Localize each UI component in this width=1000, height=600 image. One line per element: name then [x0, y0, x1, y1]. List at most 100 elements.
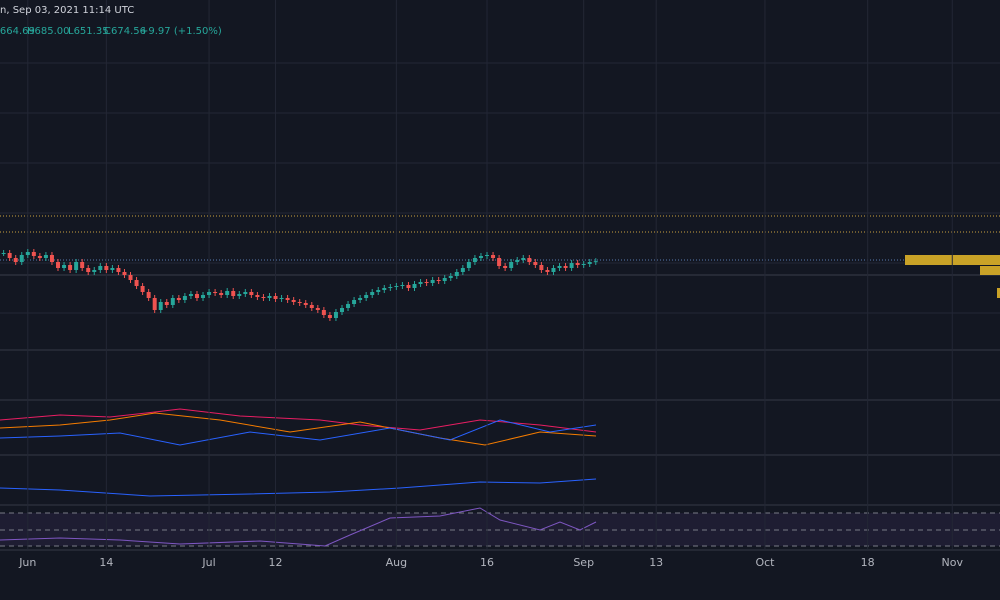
candle-body	[43, 255, 48, 258]
volume-profile	[997, 288, 1000, 298]
candle-body	[376, 290, 381, 292]
candle-body	[225, 291, 230, 295]
candle-body	[406, 285, 411, 288]
candle-body	[255, 295, 260, 297]
candle-body	[273, 296, 278, 299]
ohlc-low: L651.35	[68, 26, 109, 37]
candle-body	[146, 292, 151, 298]
candle-body	[491, 255, 496, 258]
x-tick-label: Nov	[942, 556, 964, 569]
candle-body	[515, 260, 520, 262]
candle-body	[279, 298, 284, 299]
rsi-line	[0, 507, 597, 547]
candle-body	[80, 262, 85, 268]
candle-body	[569, 263, 574, 268]
candle-body	[110, 268, 115, 270]
candle-body	[400, 285, 405, 286]
candle-body	[593, 261, 598, 263]
candle-body	[207, 292, 212, 295]
candle-body	[128, 275, 133, 280]
x-tick-label: Jun	[18, 556, 36, 569]
symbol-time: n, Sep 03, 2021 11:14 UTC	[0, 5, 135, 16]
candle-body	[13, 258, 18, 262]
volume-profile	[980, 266, 1000, 275]
candle-body	[352, 300, 357, 304]
candle-body	[243, 292, 248, 294]
candle-body	[509, 262, 514, 268]
candle-body	[37, 256, 42, 258]
ohlc-open: O664.69	[0, 26, 35, 37]
candle-body	[497, 258, 502, 266]
candle-body	[388, 287, 393, 288]
candle-body	[98, 266, 103, 270]
candle-body	[364, 295, 369, 298]
candle-body	[472, 258, 477, 262]
candle-body	[74, 262, 79, 270]
candle-body	[436, 280, 441, 281]
candle-body	[213, 292, 218, 293]
candle-body	[188, 294, 193, 296]
x-tick-label: 18	[861, 556, 875, 569]
candle-body	[527, 258, 532, 262]
indicator-line	[0, 412, 597, 446]
ohlc-close: C674.56	[104, 26, 146, 37]
candle-body	[122, 272, 127, 275]
candle-body	[297, 302, 302, 303]
candle-body	[539, 265, 544, 270]
candle-body	[7, 253, 12, 258]
candle-body	[219, 293, 224, 295]
candle-body	[545, 270, 550, 272]
candle-body	[521, 258, 526, 260]
candle-body	[412, 284, 417, 288]
candle-body	[327, 315, 332, 318]
candle-body	[418, 282, 423, 284]
candle-body	[485, 255, 490, 256]
candle-body	[575, 263, 580, 265]
candle-body	[503, 266, 508, 268]
x-tick-label: Sep	[573, 556, 594, 569]
candle-body	[201, 295, 206, 298]
x-tick-label: Jul	[201, 556, 215, 569]
indicator-line	[0, 419, 597, 446]
candle-body	[164, 302, 169, 305]
x-tick-label: Oct	[755, 556, 775, 569]
candle-body	[116, 268, 121, 272]
indicator-line	[0, 478, 597, 497]
layout	[0, 62, 1000, 551]
candle-body	[303, 303, 308, 305]
candle-body	[563, 266, 568, 268]
candle-body	[442, 278, 447, 281]
candle-body	[158, 302, 163, 310]
candle-body	[339, 308, 344, 312]
candle-body	[152, 298, 157, 310]
candle-body	[176, 298, 181, 300]
candle-body	[460, 268, 465, 272]
candle-body	[1, 253, 6, 254]
x-tick-label: 14	[99, 556, 113, 569]
candle-body	[249, 292, 254, 295]
candle-body	[394, 286, 399, 287]
candle-body	[31, 252, 36, 256]
candle-body	[134, 280, 139, 286]
candle-body	[104, 266, 109, 270]
candle-body	[424, 282, 429, 283]
candle-body	[315, 308, 320, 310]
candle-body	[346, 304, 351, 308]
candle-body	[557, 266, 562, 268]
candle-body	[430, 280, 435, 283]
candle-body	[170, 298, 175, 305]
x-tick-label: 12	[269, 556, 283, 569]
candle-body	[56, 262, 61, 268]
candle-body	[231, 291, 236, 296]
indicator-line	[0, 408, 597, 433]
candle-body	[68, 265, 73, 270]
candle-body	[25, 252, 30, 255]
candle-body	[321, 310, 326, 315]
candle-body	[309, 305, 314, 308]
candle-body	[382, 288, 387, 290]
candle-body	[140, 286, 145, 292]
x-tick-label: Aug	[386, 556, 407, 569]
candle-body	[86, 268, 91, 272]
